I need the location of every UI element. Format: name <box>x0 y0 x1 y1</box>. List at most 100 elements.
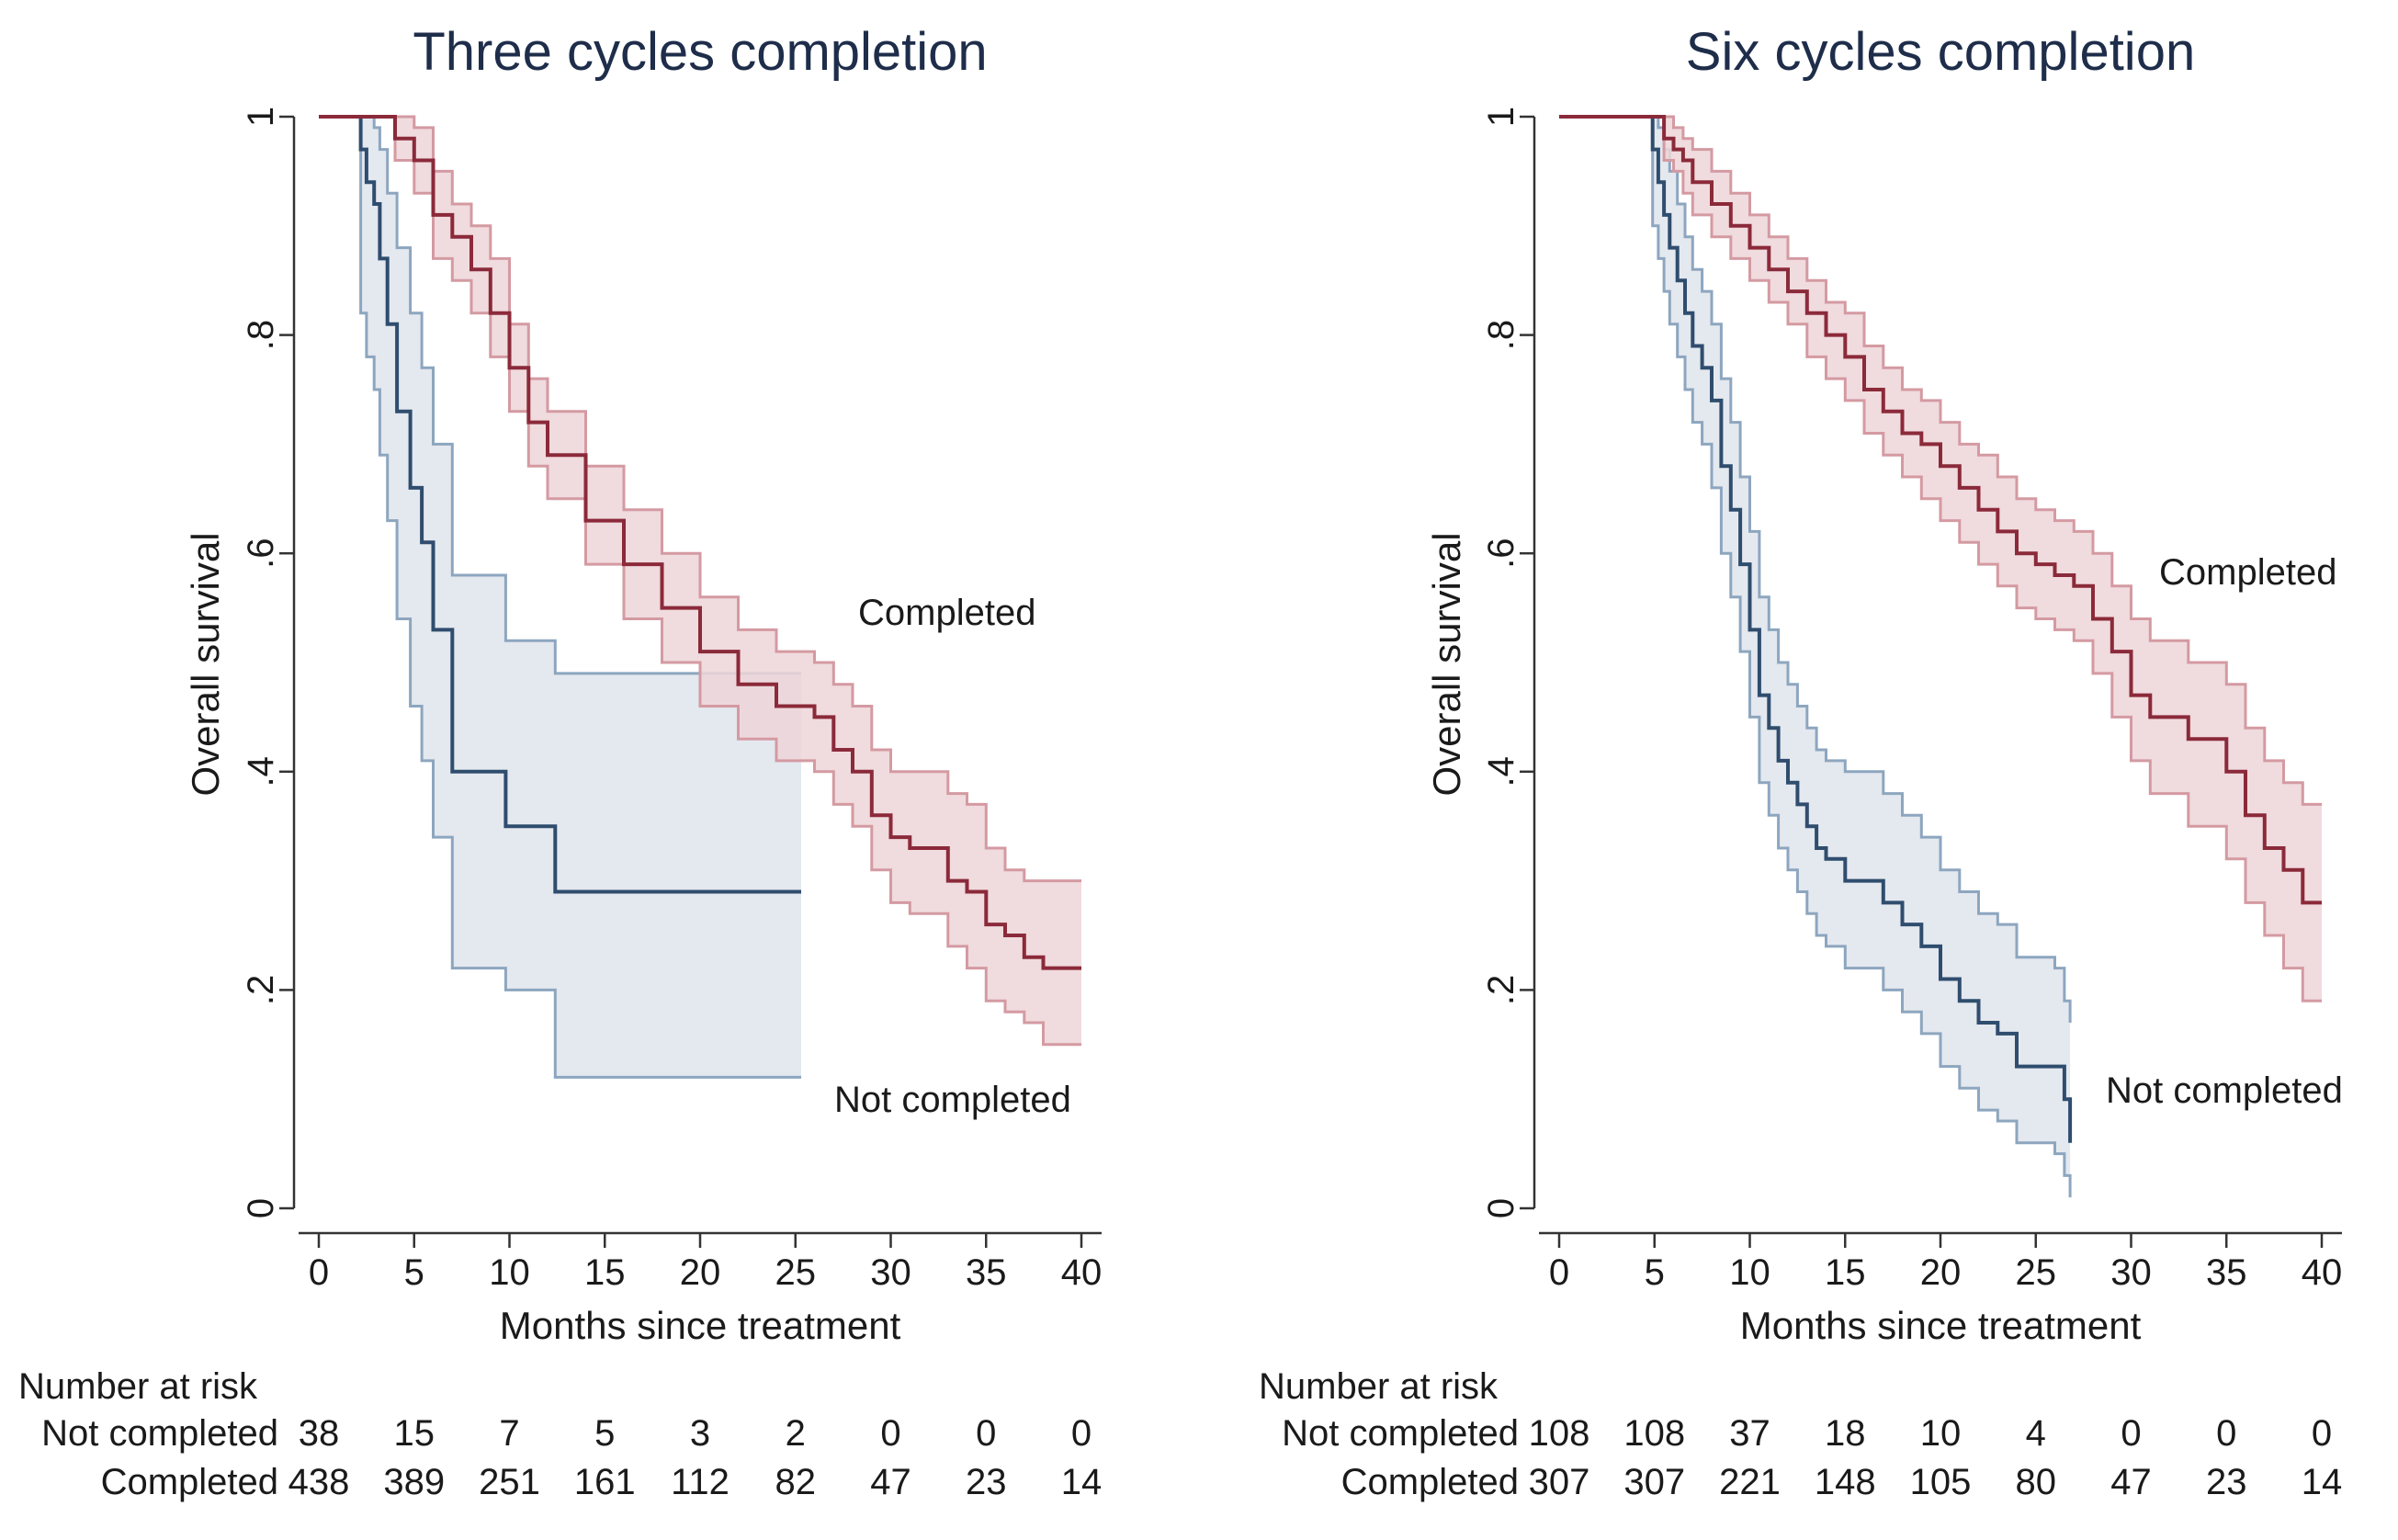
risk-value: 0 <box>2121 1413 2141 1454</box>
survival-curve-completed <box>319 115 1081 970</box>
ci-upper-completed <box>1559 115 2322 806</box>
series-label-not-completed: Not completed <box>2106 1070 2343 1111</box>
x-tick-label: 35 <box>2206 1252 2247 1293</box>
y-axis-label: Overall survival <box>184 532 227 796</box>
risk-values: 38 15 7 5 3 2 0 0 0 438 389 251 161 112 82 47 23 14 <box>288 1413 1103 1502</box>
x-tick-label: 5 <box>404 1252 424 1293</box>
ci-lower-not-completed <box>1559 115 2072 1198</box>
x-tick-label: 0 <box>309 1252 329 1293</box>
risk-value: 221 <box>1719 1462 1781 1502</box>
survival-curve-not-completed <box>319 115 801 894</box>
series-label-not-completed: Not completed <box>834 1080 1071 1120</box>
ci-lower-completed <box>319 115 1081 1047</box>
survival-curve-not-completed <box>1559 115 2073 1143</box>
risk-value: 105 <box>1910 1462 1972 1502</box>
ci-lower-completed <box>1559 115 2322 1002</box>
risk-value: 14 <box>2302 1462 2343 1502</box>
x-tick-label: 20 <box>1920 1252 1962 1293</box>
risk-value: 47 <box>870 1462 911 1502</box>
risk-value: 0 <box>2216 1413 2236 1454</box>
risk-value: 307 <box>1623 1462 1685 1502</box>
x-tick-label: 15 <box>1825 1252 1866 1293</box>
survival-lines <box>319 115 1081 970</box>
risk-value: 148 <box>1815 1462 1876 1502</box>
y-tick-label: .8 <box>241 320 281 350</box>
risk-value: 15 <box>394 1413 435 1454</box>
chart-title: Six cycles completion <box>1686 22 2195 82</box>
x-tick-label: 20 <box>680 1252 721 1293</box>
risk-row-label-completed: Completed <box>101 1462 278 1502</box>
series-label-completed: Completed <box>858 593 1035 633</box>
panel-three-cycles: Three cycles completion 0.2.4.6.810 5 10 15… <box>18 22 1102 1502</box>
panel-six-cycles: Six cycles completion 0.2.4.6.810 5 10 15 20… <box>1259 22 2343 1502</box>
y-tick-label: .6 <box>1481 538 1521 569</box>
y-tick-label: 0 <box>1481 1198 1521 1218</box>
risk-value: 7 <box>499 1413 519 1454</box>
risk-value: 3 <box>690 1413 710 1454</box>
risk-value: 80 <box>2016 1462 2057 1502</box>
risk-row-label-not-completed: Not completed <box>41 1413 278 1454</box>
y-tick-label: .2 <box>1481 975 1521 1005</box>
y-tick-label: .2 <box>241 975 281 1005</box>
survival-curve-completed <box>1559 115 2322 905</box>
y-tick-label: 0 <box>241 1198 281 1218</box>
x-tick-label: 15 <box>584 1252 626 1293</box>
risk-value: 82 <box>775 1462 817 1502</box>
ci-upper-not-completed <box>319 115 801 675</box>
axes: 0.2.4.6.810 5 10 15 20 25 30 35 40 <box>1481 107 2342 1293</box>
x-tick-label: 40 <box>1061 1252 1103 1293</box>
risk-value: 251 <box>479 1462 540 1502</box>
y-axis-label: Overall survival <box>1425 532 1468 796</box>
risk-value: 0 <box>1071 1413 1092 1454</box>
x-tick-label: 10 <box>489 1252 530 1293</box>
risk-value: 2 <box>786 1413 806 1454</box>
risk-value: 23 <box>966 1462 1007 1502</box>
risk-value: 161 <box>574 1462 636 1502</box>
risk-values: 108 108 37 18 10 4 0 0 0 307 307 221 148 105 80 47 23 14 <box>1529 1413 2343 1502</box>
x-tick-label: 30 <box>870 1252 911 1293</box>
risk-value: 438 <box>288 1462 350 1502</box>
y-tick-label: .8 <box>1481 320 1521 350</box>
x-tick-label: 5 <box>1645 1252 1665 1293</box>
ci-bands <box>1559 115 2322 1198</box>
ci-band-not-completed <box>1559 117 2071 1198</box>
x-tick-label: 40 <box>2302 1252 2343 1293</box>
risk-value: 37 <box>1729 1413 1770 1454</box>
series-label-completed: Completed <box>2159 552 2336 593</box>
risk-value: 10 <box>1920 1413 1962 1454</box>
ci-upper-not-completed <box>1559 115 2072 1023</box>
x-tick-label: 35 <box>966 1252 1007 1293</box>
axes: 0.2.4.6.810 5 10 15 20 25 30 35 40 <box>241 107 1102 1293</box>
y-tick-label: .4 <box>241 756 281 787</box>
risk-value: 5 <box>594 1413 615 1454</box>
risk-row-label-not-completed: Not completed <box>1282 1413 1519 1454</box>
risk-value: 108 <box>1529 1413 1590 1454</box>
risk-table-heading: Number at risk <box>18 1366 258 1407</box>
risk-value: 0 <box>2312 1413 2332 1454</box>
x-tick-label: 10 <box>1729 1252 1770 1293</box>
risk-row-label-completed: Completed <box>1341 1462 1519 1502</box>
survival-lines <box>1559 115 2322 1143</box>
risk-value: 38 <box>299 1413 340 1454</box>
risk-value: 47 <box>2110 1462 2152 1502</box>
x-tick-label: 0 <box>1549 1252 1569 1293</box>
risk-value: 4 <box>2026 1413 2046 1454</box>
risk-value: 307 <box>1529 1462 1590 1502</box>
y-tick-label: .4 <box>1481 756 1521 787</box>
x-tick-label: 25 <box>2016 1252 2057 1293</box>
x-tick-label: 30 <box>2110 1252 2152 1293</box>
chart-title: Three cycles completion <box>413 22 987 82</box>
risk-value: 18 <box>1825 1413 1866 1454</box>
x-tick-label: 25 <box>775 1252 817 1293</box>
x-axis-label: Months since treatment <box>1740 1304 2142 1347</box>
risk-value: 112 <box>671 1462 730 1502</box>
risk-value: 14 <box>1061 1462 1103 1502</box>
y-tick-label: 1 <box>1481 107 1521 127</box>
x-axis-label: Months since treatment <box>500 1304 901 1347</box>
risk-value: 389 <box>383 1462 445 1502</box>
risk-value: 108 <box>1623 1413 1685 1454</box>
risk-table-heading: Number at risk <box>1259 1366 1499 1407</box>
risk-value: 0 <box>880 1413 900 1454</box>
